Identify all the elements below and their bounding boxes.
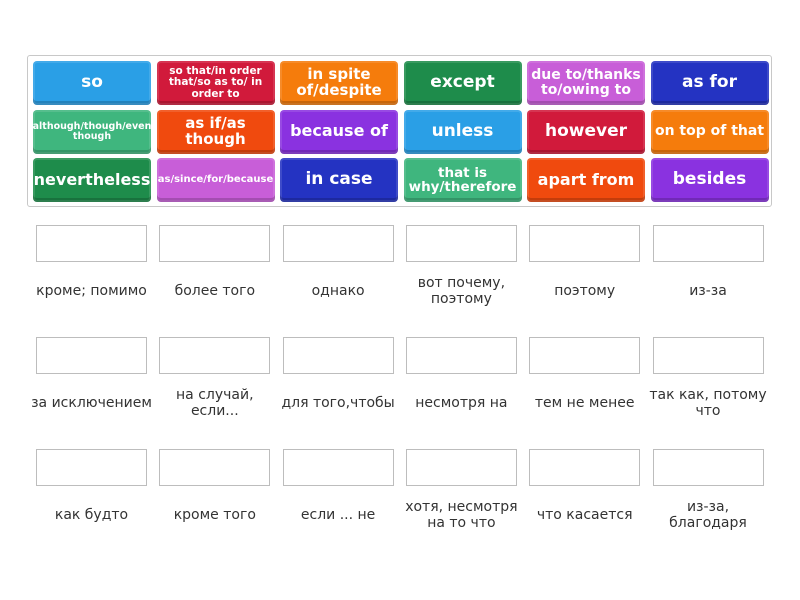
target-label: поэтому: [554, 282, 616, 299]
draggable-tile[interactable]: unless: [403, 109, 522, 154]
draggable-tile[interactable]: nevertheless: [33, 158, 151, 202]
target-label: как будто: [54, 506, 129, 523]
target-label: так как, потому что: [649, 386, 767, 419]
draggable-tile[interactable]: apart from: [527, 158, 645, 202]
drop-zone[interactable]: [529, 225, 641, 262]
target-label: несмотря на: [415, 394, 508, 411]
drop-zone[interactable]: [159, 449, 271, 486]
draggable-tile[interactable]: except: [403, 61, 522, 105]
target-label: кроме; помимо: [36, 282, 147, 299]
target-label: более того: [174, 282, 256, 299]
drop-zone[interactable]: [405, 449, 517, 486]
drop-zone[interactable]: [36, 225, 147, 262]
drop-zone[interactable]: [529, 337, 641, 374]
drop-zone[interactable]: [405, 225, 517, 262]
drop-zone[interactable]: [159, 337, 271, 374]
drop-zone[interactable]: [652, 225, 764, 262]
target-label: кроме того: [173, 506, 256, 523]
drop-zone[interactable]: [159, 225, 271, 262]
target-label: что касается: [536, 506, 633, 523]
target-label: из-за, благодаря: [669, 498, 747, 531]
drop-zone[interactable]: [282, 337, 394, 374]
draggable-tile[interactable]: as/since/for/because: [156, 158, 275, 202]
target-label: на случай, если...: [176, 386, 254, 419]
draggable-tile[interactable]: in spite of/despite: [280, 61, 398, 105]
target-label: из-за: [689, 282, 727, 299]
draggable-tile[interactable]: as for: [650, 61, 769, 105]
draggable-tile[interactable]: due to/thanks to/owing to: [527, 61, 645, 105]
drop-zone[interactable]: [282, 449, 394, 486]
target-label: хотя, несмотря на то что: [405, 498, 518, 531]
target-label: для того,чтобы: [281, 394, 395, 411]
target-label: за исключением: [31, 394, 152, 411]
word-bank: so so that/in order that/so as to/ in ord…: [27, 55, 772, 207]
draggable-tile[interactable]: in case: [280, 158, 398, 202]
drop-zone[interactable]: [652, 449, 764, 486]
draggable-tile[interactable]: on top of that: [650, 109, 769, 154]
draggable-tile[interactable]: as if/as though: [156, 109, 275, 154]
drop-zone[interactable]: [282, 225, 394, 262]
target-label: вот почему, поэтому: [417, 274, 506, 307]
drop-zone[interactable]: [405, 337, 517, 374]
target-label: если ... не: [300, 506, 376, 523]
draggable-tile[interactable]: because of: [280, 109, 398, 154]
draggable-tile[interactable]: so: [33, 61, 151, 105]
drop-zone[interactable]: [36, 449, 147, 486]
draggable-tile[interactable]: however: [527, 109, 645, 154]
draggable-tile[interactable]: that is why/therefore: [403, 158, 522, 202]
draggable-tile[interactable]: so that/in order that/so as to/ in order…: [156, 61, 275, 105]
target-label: тем не менее: [534, 394, 635, 411]
target-label: однако: [311, 282, 365, 299]
draggable-tile[interactable]: besides: [650, 158, 769, 202]
drop-zone[interactable]: [652, 337, 764, 374]
draggable-tile[interactable]: although/though/even though: [33, 109, 151, 154]
drop-zone[interactable]: [529, 449, 641, 486]
drop-zone[interactable]: [36, 337, 147, 374]
